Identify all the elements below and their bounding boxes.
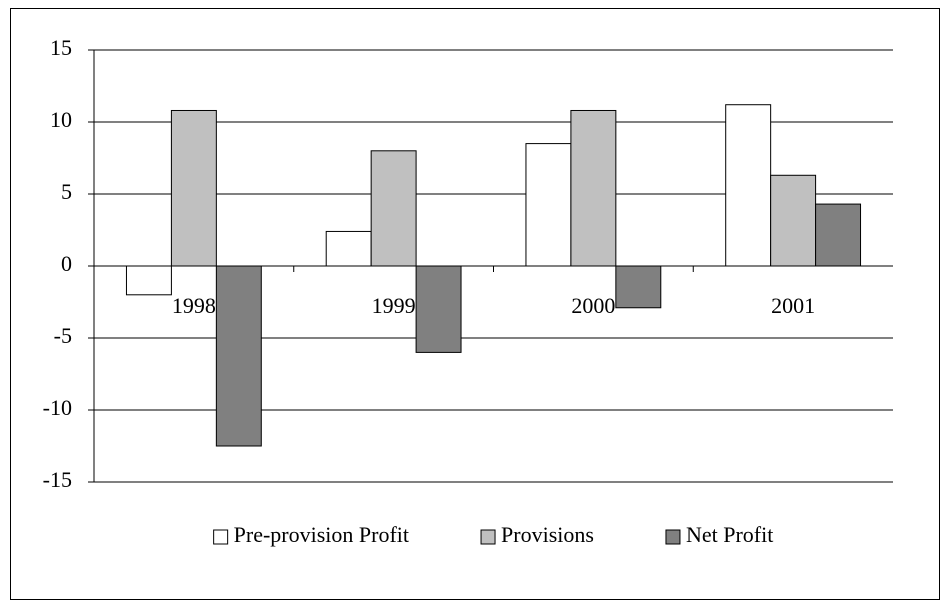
y-tick-label: 15 — [50, 35, 72, 60]
x-tick-label: 2001 — [771, 293, 815, 318]
bar — [815, 203, 862, 267]
bar — [525, 143, 572, 267]
bar — [725, 104, 772, 267]
legend-swatch — [213, 529, 229, 545]
legend-swatch — [665, 529, 681, 545]
x-tick-label: 2000 — [571, 293, 615, 318]
y-tick-label: 0 — [61, 251, 72, 276]
chart-border — [10, 8, 940, 600]
legend-label: Provisions — [501, 522, 594, 547]
bar — [615, 265, 662, 309]
bar — [215, 265, 262, 447]
legend-label: Pre-provision Profit — [234, 522, 409, 547]
y-tick-label: 5 — [61, 179, 72, 204]
bar — [415, 265, 462, 353]
y-tick-label: -15 — [43, 467, 72, 492]
bar — [770, 174, 817, 267]
legend-swatch — [480, 529, 496, 545]
x-tick-label: 1998 — [172, 293, 216, 318]
bar — [325, 230, 372, 267]
y-tick-label: -10 — [43, 395, 72, 420]
bar — [570, 109, 617, 267]
y-tick-label: 10 — [50, 107, 72, 132]
bar — [170, 109, 217, 267]
y-tick-label: -5 — [54, 323, 72, 348]
x-tick-label: 1999 — [372, 293, 416, 318]
bar — [125, 265, 172, 296]
bar — [370, 150, 417, 267]
legend-label: Net Profit — [686, 522, 773, 547]
